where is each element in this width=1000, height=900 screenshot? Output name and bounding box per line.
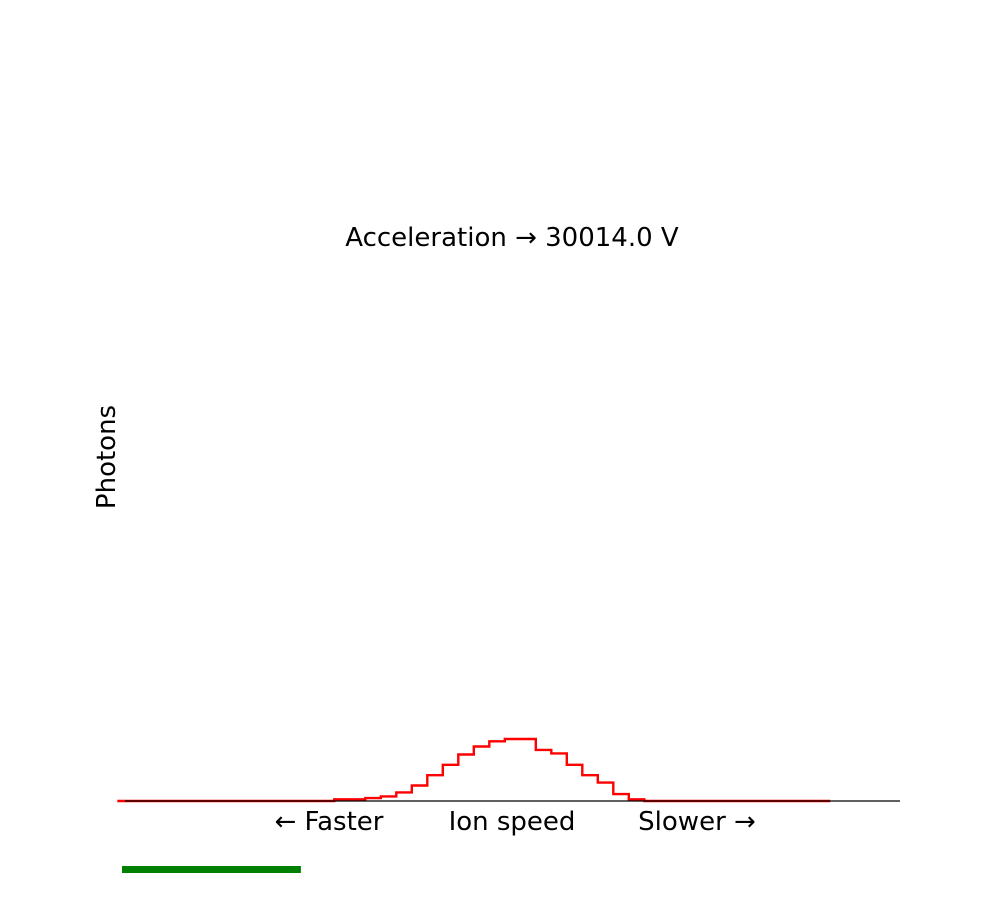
y-axis-label: Photons [92,405,122,509]
progress-bar-fill [122,866,301,873]
x-axis-label-left: ← Faster [275,807,384,837]
x-axis-label: Ion speed [449,807,576,837]
plot-area [117,737,831,803]
series-line-0 [117,737,831,803]
chart-title: Acceleration → 30014.0 V [345,223,679,253]
x-axis-label-right: Slower → [638,807,756,837]
